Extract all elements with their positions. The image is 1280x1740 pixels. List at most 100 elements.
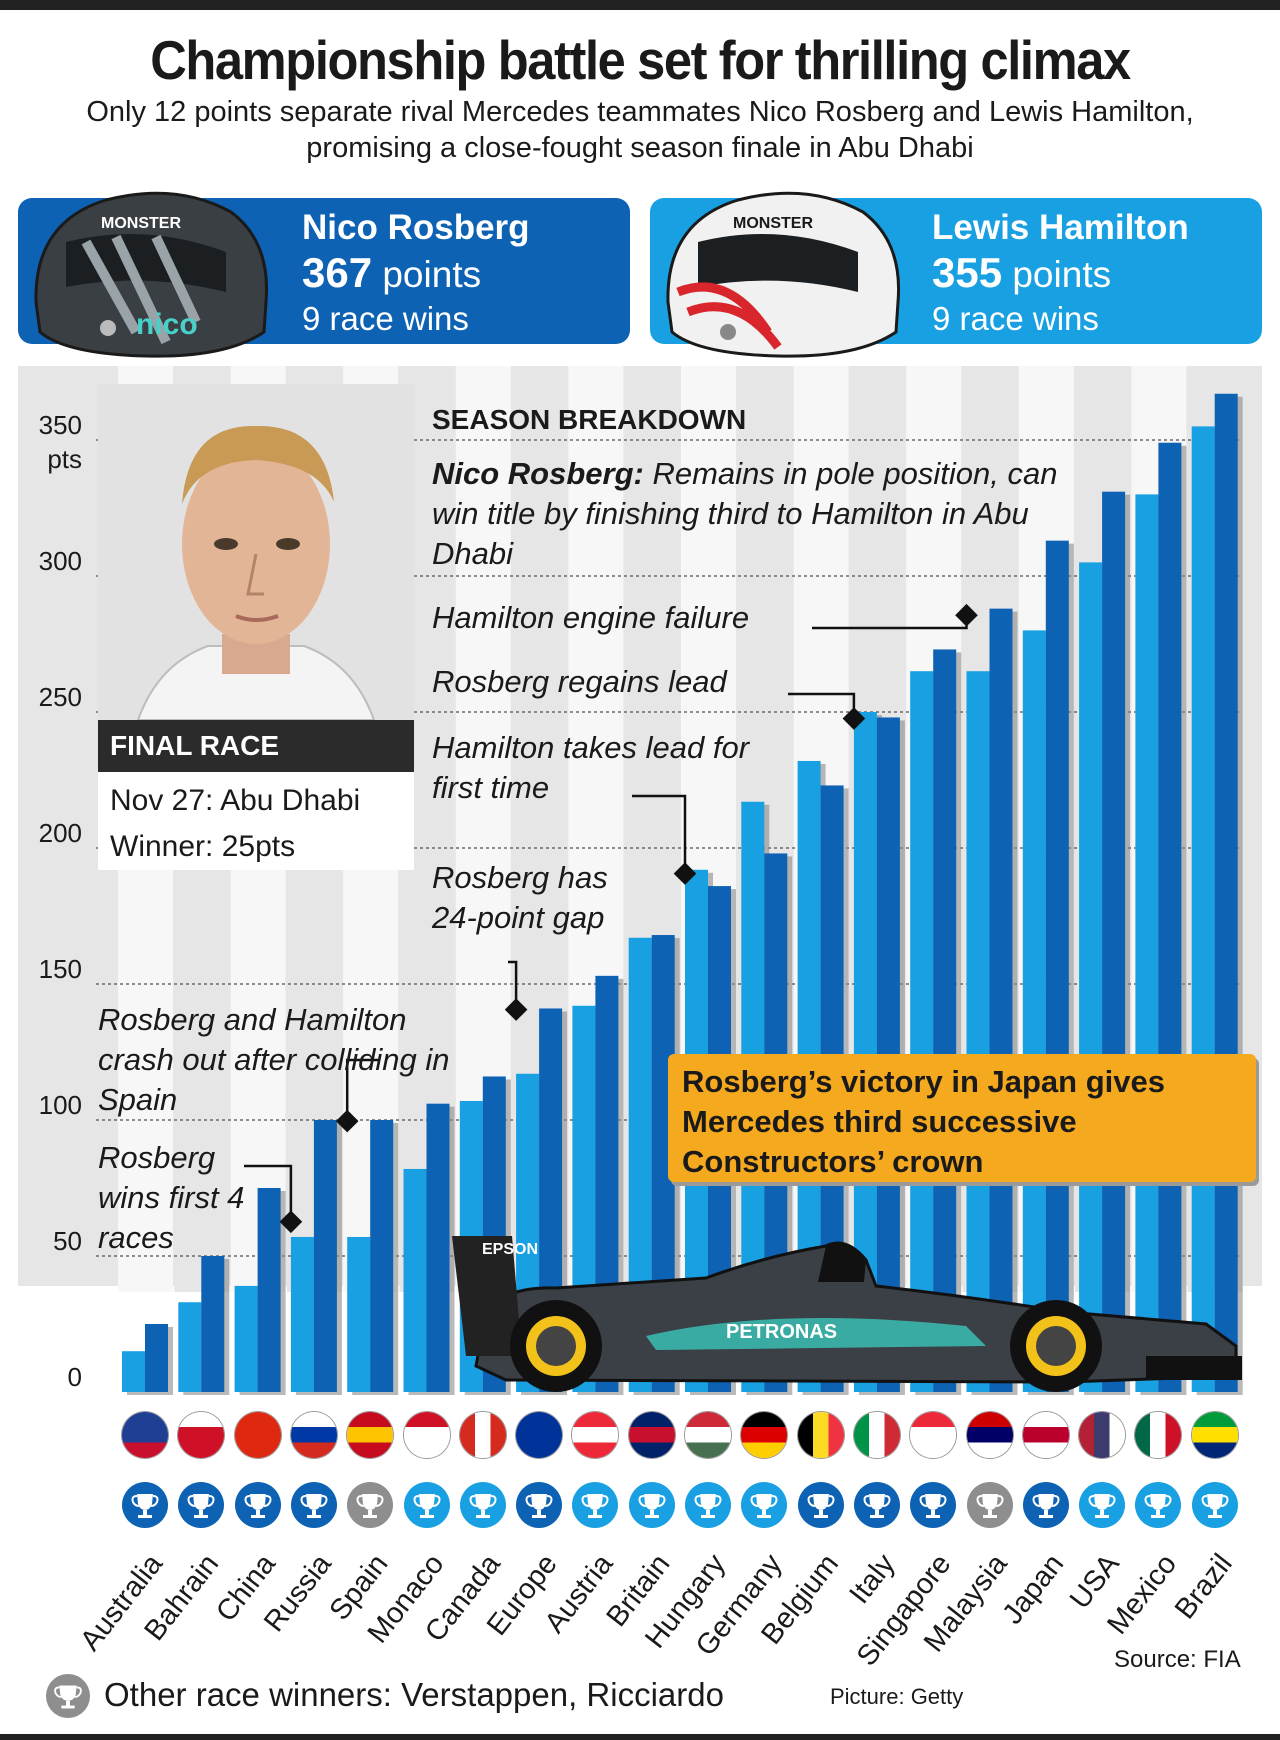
hamilton-card-text: Lewis Hamilton 355 points 9 race wins	[932, 206, 1189, 340]
mexico-flag-icon	[1135, 1412, 1182, 1458]
trophy-icon-hamilton	[1135, 1482, 1182, 1528]
bahrain-flag-icon	[178, 1412, 225, 1458]
bar-hamilton-australia	[122, 1351, 145, 1392]
austria-flag-icon	[572, 1412, 619, 1458]
canada-flag-icon	[459, 1412, 506, 1458]
belgium-flag-icon	[797, 1412, 844, 1458]
rosberg-breakdown-label: Nico Rosberg:	[432, 456, 644, 491]
trophy-icon-hamilton	[628, 1482, 675, 1528]
constructors-callout: Rosberg’s victory in Japan gives Mercede…	[668, 1054, 1256, 1182]
trophy-icon-hamilton	[741, 1482, 788, 1528]
trophy-icon-rosberg	[910, 1482, 957, 1528]
page-subtitle: Only 12 points separate rival Mercedes t…	[86, 96, 1194, 164]
car-sponsor-petronas: PETRONAS	[726, 1321, 837, 1343]
trophy-icon-rosberg	[853, 1482, 900, 1528]
final-race-date: Nov 27: Abu Dhabi	[110, 784, 361, 817]
other-winners-legend: Other race winners: Verstappen, Ricciard…	[104, 1676, 724, 1713]
bar-rosberg-monaco	[426, 1103, 450, 1392]
rosberg-wins: 9 race wins	[302, 300, 469, 337]
other-winner-trophy-icon	[46, 1674, 90, 1718]
rosberg-breakdown-text: Remains in pole position, can win title …	[432, 456, 1058, 571]
bar-rosberg-britain	[651, 935, 675, 1392]
annotation-hamilton-takes-lead: Hamilton takes lead for first time	[432, 730, 750, 805]
china-flag-icon	[234, 1412, 281, 1458]
rosberg-points: 367 points	[302, 250, 530, 298]
rosberg-breakdown-note: Nico Rosberg: Remains in pole position, …	[432, 454, 1112, 574]
trophy-icon-hamilton	[403, 1482, 450, 1528]
y-tick-label: 350	[38, 410, 82, 440]
annotation-leader-line	[508, 960, 518, 1002]
trophy-icon-rosberg	[516, 1482, 563, 1528]
russia-flag-icon	[290, 1412, 337, 1458]
hamilton-points-number: 355	[932, 249, 1003, 296]
rosberg-photo	[98, 384, 414, 720]
car-sponsor-epson: EPSON	[482, 1241, 538, 1258]
rosberg-helmet-icon: MONSTER nico	[34, 191, 269, 358]
britain-flag-icon	[628, 1412, 675, 1458]
hamilton-points: 355 points	[932, 250, 1189, 298]
trophy-icon-hamilton	[1079, 1482, 1126, 1528]
bottom-rule	[0, 1734, 1280, 1740]
bar-hamilton-monaco	[403, 1168, 427, 1392]
trophy-icon-rosberg	[178, 1482, 225, 1528]
bar-hamilton-bahrain	[178, 1302, 202, 1392]
y-axis-unit: pts	[47, 444, 82, 474]
y-tick-label: 200	[38, 818, 82, 848]
annotation-spain-crash: Rosberg and Hamilton crash out after col…	[98, 1002, 450, 1117]
annotation-diamond	[842, 707, 866, 730]
season-breakdown-heading: SEASON BREAKDOWN	[432, 404, 747, 435]
trophy-icon-rosberg	[234, 1482, 281, 1528]
bar-rosberg-australia	[145, 1324, 168, 1392]
y-tick-label: 100	[38, 1090, 82, 1120]
y-tick-label: 0	[67, 1362, 82, 1392]
annotation-first-4-races: Rosberg wins first 4 races	[98, 1140, 245, 1255]
annotation-leader-line	[788, 692, 856, 711]
annotation-regains-lead: Rosberg regains lead	[432, 664, 727, 699]
trophy-icon-hamilton	[459, 1482, 506, 1528]
helmet-sponsor-text: MONSTER	[733, 215, 813, 232]
europe-flag-icon	[516, 1412, 563, 1458]
hungary-flag-icon	[685, 1412, 731, 1458]
trophy-icon-other	[966, 1482, 1013, 1528]
trophy-icon-rosberg	[797, 1482, 844, 1528]
rosberg-points-word: points	[382, 254, 482, 295]
y-tick-label: 250	[38, 682, 82, 712]
annotation-engine-failure: Hamilton engine failure	[432, 600, 750, 635]
rosberg-card-text: Nico Rosberg 367 points 9 race wins	[302, 206, 530, 340]
annotation-diamond	[673, 862, 697, 885]
bar-rosberg-china	[257, 1188, 281, 1392]
y-tick-label: 150	[38, 954, 82, 984]
y-tick-label: 50	[53, 1226, 82, 1256]
final-race-details: Nov 27: Abu Dhabi Winner: 25pts	[98, 772, 414, 870]
brazil-flag-icon	[1191, 1412, 1238, 1458]
helmet-sponsor-text: MONSTER	[101, 215, 181, 232]
hamilton-name: Lewis Hamilton	[932, 208, 1189, 247]
bar-hamilton-italy	[853, 712, 877, 1392]
top-rule	[0, 0, 1280, 10]
spain-flag-icon	[347, 1412, 394, 1458]
final-race-heading: FINAL RACE	[98, 720, 414, 772]
germany-flag-icon	[741, 1412, 788, 1458]
singapore-flag-icon	[910, 1412, 957, 1458]
trophy-icon-hamilton	[1191, 1482, 1238, 1528]
bar-hamilton-singapore	[910, 671, 934, 1392]
annotation-24-point-gap: Rosberg has 24-point gap	[432, 860, 608, 935]
bar-hamilton-britain	[628, 937, 652, 1392]
trophy-icon-rosberg	[290, 1482, 337, 1528]
hamilton-helmet-icon: MONSTER	[666, 191, 901, 358]
bar-rosberg-bahrain	[201, 1256, 225, 1392]
trophy-icon-rosberg	[122, 1482, 168, 1528]
annotation-leader-line	[632, 794, 687, 866]
bar-hamilton-usa	[1079, 562, 1103, 1392]
trophy-icon-other	[347, 1482, 394, 1528]
y-tick-label: 300	[38, 546, 82, 576]
japan-flag-icon	[1022, 1412, 1069, 1458]
usa-flag-icon	[1079, 1412, 1126, 1458]
bar-hamilton-japan	[1022, 630, 1046, 1392]
bar-rosberg-spain	[370, 1120, 394, 1392]
mercedes-car-illustration: EPSON PETRONAS	[452, 1236, 1242, 1392]
malaysia-flag-icon	[966, 1412, 1013, 1458]
bar-hamilton-china	[234, 1285, 258, 1392]
source-text: Source: FIA	[1114, 1646, 1241, 1673]
annotation-diamond	[335, 1109, 359, 1133]
